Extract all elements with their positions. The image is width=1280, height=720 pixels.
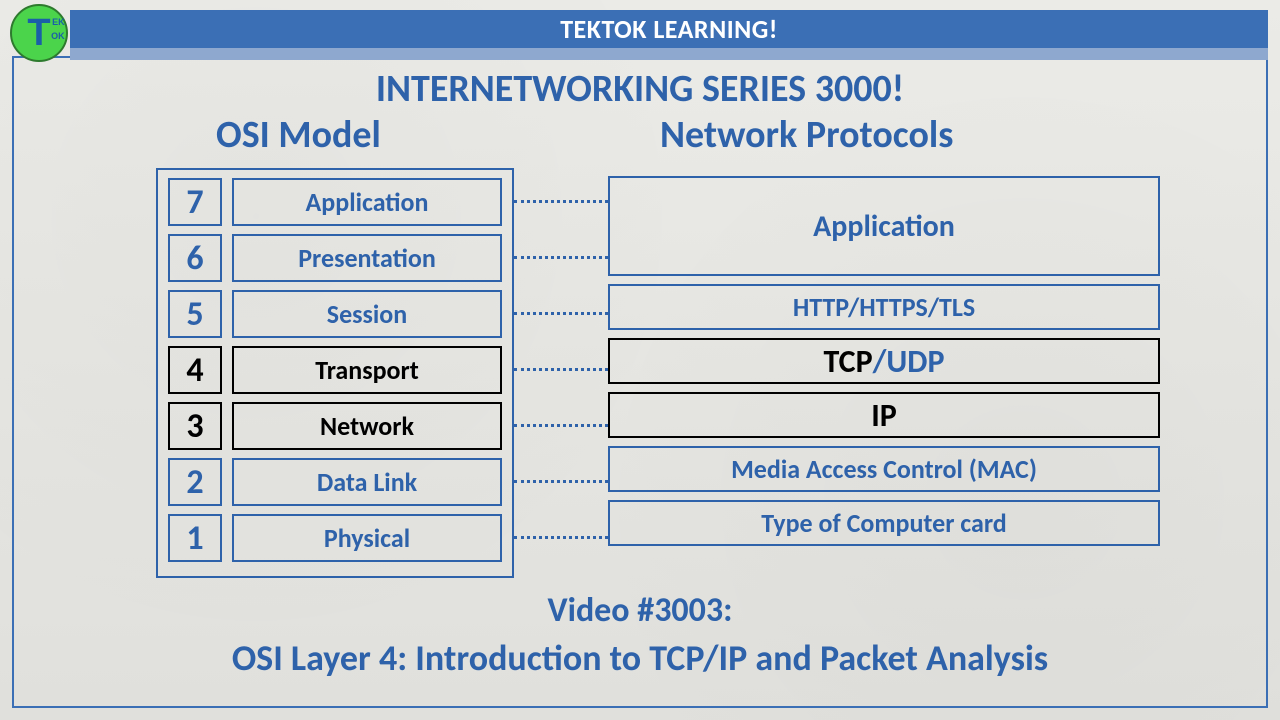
logo-big: T xyxy=(27,12,50,54)
osi-row-6: 6Presentation xyxy=(168,234,502,282)
osi-label-7: Application xyxy=(232,178,502,226)
connector-5 xyxy=(514,480,608,483)
proto-tcp: TCP xyxy=(824,342,873,381)
osi-row-1: 1Physical xyxy=(168,514,502,562)
osi-label-3: Network xyxy=(232,402,502,450)
osi-num-2: 2 xyxy=(168,458,222,506)
proto-physical: Type of Computer card xyxy=(608,500,1160,546)
osi-label-6: Presentation xyxy=(232,234,502,282)
logo-icon: T EK OK xyxy=(10,4,68,62)
series-title: INTERNETWORKING SERIES 3000! xyxy=(0,66,1280,112)
heading-protocols: Network Protocols xyxy=(660,112,953,158)
osi-row-5: 5Session xyxy=(168,290,502,338)
banner: TEKTOK LEARNING! xyxy=(70,10,1268,48)
osi-num-7: 7 xyxy=(168,178,222,226)
connector-0 xyxy=(514,200,608,203)
proto-session: HTTP/HTTPS/TLS xyxy=(608,284,1160,330)
proto-network: IP xyxy=(608,392,1160,438)
osi-num-4: 4 xyxy=(168,346,222,394)
osi-row-2: 2Data Link xyxy=(168,458,502,506)
osi-label-5: Session xyxy=(232,290,502,338)
connector-4 xyxy=(514,424,608,427)
connector-3 xyxy=(514,368,608,371)
osi-row-7: 7Application xyxy=(168,178,502,226)
proto-datalink: Media Access Control (MAC) xyxy=(608,446,1160,492)
osi-num-5: 5 xyxy=(168,290,222,338)
proto-application: Application xyxy=(608,176,1160,276)
heading-osi: OSI Model xyxy=(216,112,381,158)
banner-sub-stripe xyxy=(70,48,1268,60)
footer-line-2: OSI Layer 4: Introduction to TCP/IP and … xyxy=(0,636,1280,680)
connector-2 xyxy=(514,312,608,315)
osi-num-3: 3 xyxy=(168,402,222,450)
logo-letter: T EK OK xyxy=(27,14,50,52)
logo-bottom: OK xyxy=(51,32,65,41)
protocols-container: Application HTTP/HTTPS/TLS TCP / UDP IP … xyxy=(608,176,1160,546)
logo-top: EK xyxy=(52,18,65,27)
footer-line-1: Video #3003: xyxy=(0,590,1280,631)
osi-num-1: 1 xyxy=(168,514,222,562)
connector-6 xyxy=(514,536,608,539)
osi-num-6: 6 xyxy=(168,234,222,282)
connector-1 xyxy=(514,256,608,259)
osi-label-4: Transport xyxy=(232,346,502,394)
proto-transport: TCP / UDP xyxy=(608,338,1160,384)
osi-label-2: Data Link xyxy=(232,458,502,506)
proto-sep: / xyxy=(873,342,887,381)
osi-label-1: Physical xyxy=(232,514,502,562)
proto-udp: UDP xyxy=(886,342,944,381)
osi-container: 7Application6Presentation5Session4Transp… xyxy=(156,168,514,578)
banner-text: TEKTOK LEARNING! xyxy=(560,13,778,45)
osi-row-3: 3Network xyxy=(168,402,502,450)
osi-row-4: 4Transport xyxy=(168,346,502,394)
